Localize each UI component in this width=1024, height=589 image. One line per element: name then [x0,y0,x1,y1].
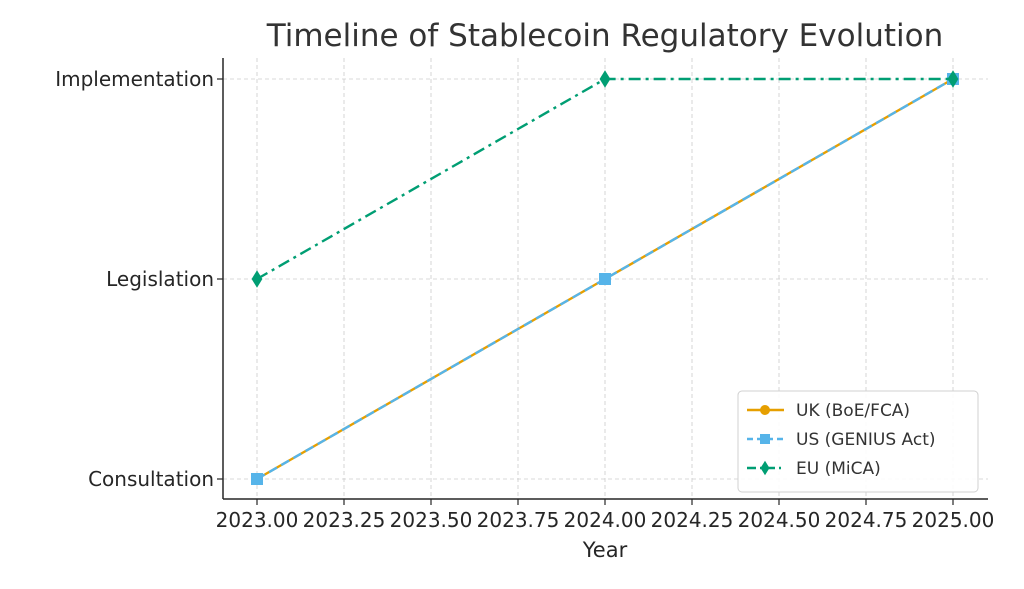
legend-marker [760,460,770,476]
legend-item: US (GENIUS Act) [747,430,936,450]
data-point [251,473,263,485]
data-point [599,70,611,88]
legend: UK (BoE/FCA) US (GENIUS Act) EU (MiCA) [737,390,979,493]
legend-item: EU (MiCA) [747,459,881,479]
y-tick-label: Consultation [88,467,214,491]
series-2 [251,70,959,288]
x-axis-ticks: 2023.00 2023.25 2023.50 2023.75 2024.00 2024.… [216,499,995,532]
data-point [251,270,263,288]
y-tick-label: Legislation [106,267,214,291]
legend-label: US (GENIUS Act) [796,430,936,450]
data-point [947,70,959,88]
legend-item: UK (BoE/FCA) [747,401,910,421]
x-tick-label: 2024.75 [825,508,908,532]
legend-box [737,390,979,493]
x-tick-label: 2024.25 [651,508,734,532]
x-tick-label: 2024.00 [564,508,647,532]
data-point [599,273,611,285]
series-layer [251,70,959,485]
legend-label: UK (BoE/FCA) [796,401,910,421]
x-tick-label: 2024.50 [738,508,821,532]
x-tick-label: 2023.00 [216,508,299,532]
x-tick-label: 2023.75 [477,508,560,532]
chart-title: Timeline of Stablecoin Regulatory Evolut… [266,18,943,54]
series-line [256,77,954,481]
y-axis-ticks: Consultation Legislation Implementation [55,67,223,491]
x-axis-label: Year [582,538,628,562]
y-tick-label: Implementation [55,67,214,91]
x-tick-label: 2023.25 [303,508,386,532]
legend-label: EU (MiCA) [796,459,881,479]
legend-marker [760,405,770,415]
x-tick-label: 2025.00 [912,508,995,532]
legend-marker [760,434,770,444]
x-tick-label: 2023.50 [390,508,473,532]
